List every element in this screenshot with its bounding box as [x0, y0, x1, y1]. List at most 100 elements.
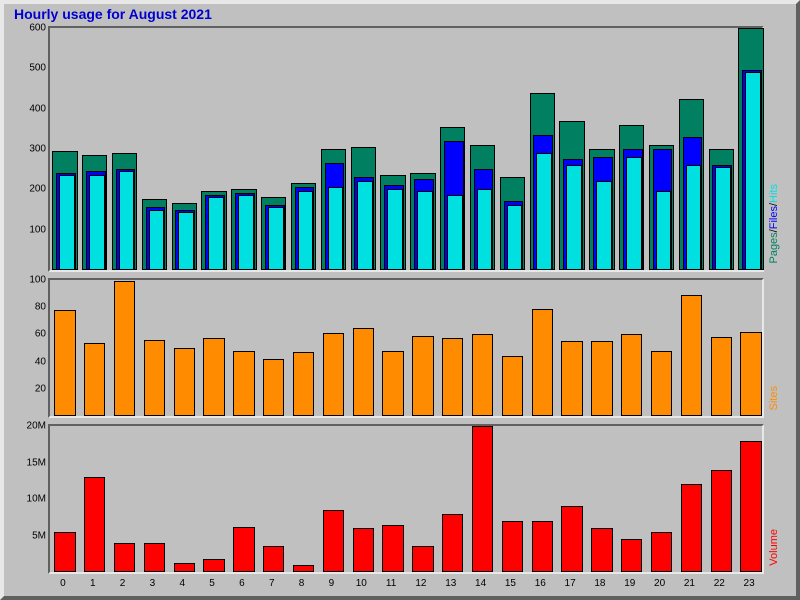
- x-tick: 7: [269, 578, 275, 589]
- x-tick: 0: [60, 578, 66, 589]
- hour-cell: [50, 280, 80, 416]
- panel-traffic-bar-hits: [328, 187, 344, 270]
- panel-sites-bar: [233, 351, 254, 416]
- hour-cell: [706, 426, 736, 572]
- y-tick: 100: [12, 275, 46, 286]
- panel-volume-bar: [174, 563, 195, 572]
- panel-traffic-bar-hits: [357, 181, 373, 270]
- hour-cell: [319, 426, 349, 572]
- panel-volume-bar: [442, 514, 463, 572]
- hour-cell: [677, 28, 707, 270]
- hour-cell: [319, 280, 349, 416]
- x-tick: 10: [356, 578, 367, 589]
- y-tick: 400: [12, 103, 46, 114]
- panel-volume-bar: [681, 484, 702, 572]
- x-tick: 8: [299, 578, 305, 589]
- hour-cell: [617, 28, 647, 270]
- hour-cell: [438, 280, 468, 416]
- hour-cell: [408, 280, 438, 416]
- panel-sites-bar: [532, 309, 553, 416]
- panel-volume-bar: [54, 532, 75, 572]
- y-tick: 600: [12, 23, 46, 34]
- panel-volume-bar: [472, 426, 493, 572]
- panel-traffic-bar-hits: [178, 212, 194, 270]
- hour-cell: [677, 280, 707, 416]
- panel-traffic-bar-hits: [715, 167, 731, 270]
- x-tick: 15: [505, 578, 516, 589]
- y-tick: 20: [12, 383, 46, 394]
- panel-sites-bar: [263, 359, 284, 416]
- hour-cell: [80, 28, 110, 270]
- hour-cell: [527, 426, 557, 572]
- hour-cell: [229, 280, 259, 416]
- hour-cell: [557, 280, 587, 416]
- hour-cell: [736, 426, 766, 572]
- panel-traffic-bar-hits: [626, 157, 642, 270]
- hour-cell: [80, 426, 110, 572]
- x-tick: 20: [654, 578, 665, 589]
- panel-volume-bar: [84, 477, 105, 572]
- panel-sites-bar: [681, 295, 702, 416]
- panel-volume-bar: [621, 539, 642, 572]
- hour-cell: [378, 280, 408, 416]
- panel-volume-bar: [382, 525, 403, 572]
- hour-cell: [498, 426, 528, 572]
- hour-cell: [319, 28, 349, 270]
- panel-sites-bar: [442, 338, 463, 416]
- axis-label-group3: Volume: [768, 529, 780, 566]
- hour-cell: [617, 426, 647, 572]
- panel-sites-bar: [740, 332, 761, 416]
- panel-sites-bar: [353, 328, 374, 416]
- panel-traffic-bar-hits: [238, 195, 254, 270]
- panel-sites-bar: [591, 341, 612, 416]
- hour-cell: [348, 28, 378, 270]
- hour-cell: [408, 28, 438, 270]
- panel-traffic-bar-hits: [417, 191, 433, 270]
- panel-traffic-bar-hits: [447, 195, 463, 270]
- axis-label-group2: Sites: [768, 386, 780, 410]
- panel-sites-bar: [621, 334, 642, 416]
- panel-traffic-bar-hits: [387, 189, 403, 270]
- panel-volume-bar: [114, 543, 135, 572]
- hour-cell: [498, 28, 528, 270]
- panel-traffic-bar-hits: [89, 175, 105, 270]
- panel-sites-bar: [144, 340, 165, 416]
- hour-cell: [617, 280, 647, 416]
- panel-sites-bar: [472, 334, 493, 416]
- hour-cell: [110, 280, 140, 416]
- hour-cell: [169, 280, 199, 416]
- panel-traffic-bar-hits: [208, 197, 224, 270]
- panel-traffic-bar-hits: [536, 153, 552, 270]
- hour-cell: [557, 28, 587, 270]
- hour-cell: [348, 426, 378, 572]
- panel-sites-bar: [561, 341, 582, 416]
- panel-sites-bar: [174, 348, 195, 416]
- panel-volume-bar: [412, 546, 433, 572]
- panel-sites: 20406080100: [48, 278, 764, 418]
- hour-cell: [259, 280, 289, 416]
- hour-cell: [736, 280, 766, 416]
- panel-volume-bar: [323, 510, 344, 572]
- panel-volume-bar: [293, 565, 314, 572]
- hour-cell: [80, 280, 110, 416]
- hour-cell: [229, 426, 259, 572]
- hour-cell: [438, 28, 468, 270]
- panel-traffic-bar-hits: [298, 191, 314, 270]
- x-tick: 17: [565, 578, 576, 589]
- hour-cell: [378, 426, 408, 572]
- chart-title: Hourly usage for August 2021: [14, 6, 212, 22]
- panel-sites-bar: [203, 338, 224, 416]
- hour-cell: [50, 426, 80, 572]
- x-tick: 13: [445, 578, 456, 589]
- hour-cell: [110, 28, 140, 270]
- x-tick: 16: [535, 578, 546, 589]
- panel-traffic-bar-hits: [686, 165, 702, 270]
- x-tick: 3: [150, 578, 156, 589]
- x-tick: 18: [594, 578, 605, 589]
- hour-cell: [140, 28, 170, 270]
- panel-traffic-bar-hits: [59, 175, 75, 270]
- hour-cell: [199, 280, 229, 416]
- x-tick: 1: [90, 578, 96, 589]
- x-tick: 23: [744, 578, 755, 589]
- y-tick: 100: [12, 224, 46, 235]
